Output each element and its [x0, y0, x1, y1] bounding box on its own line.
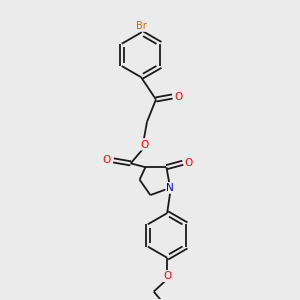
Text: Br: Br	[136, 21, 146, 31]
Text: O: O	[163, 271, 171, 281]
Text: N: N	[166, 183, 174, 193]
Text: O: O	[103, 155, 111, 165]
Text: O: O	[174, 92, 182, 101]
Text: O: O	[140, 140, 148, 150]
Text: O: O	[184, 158, 193, 168]
